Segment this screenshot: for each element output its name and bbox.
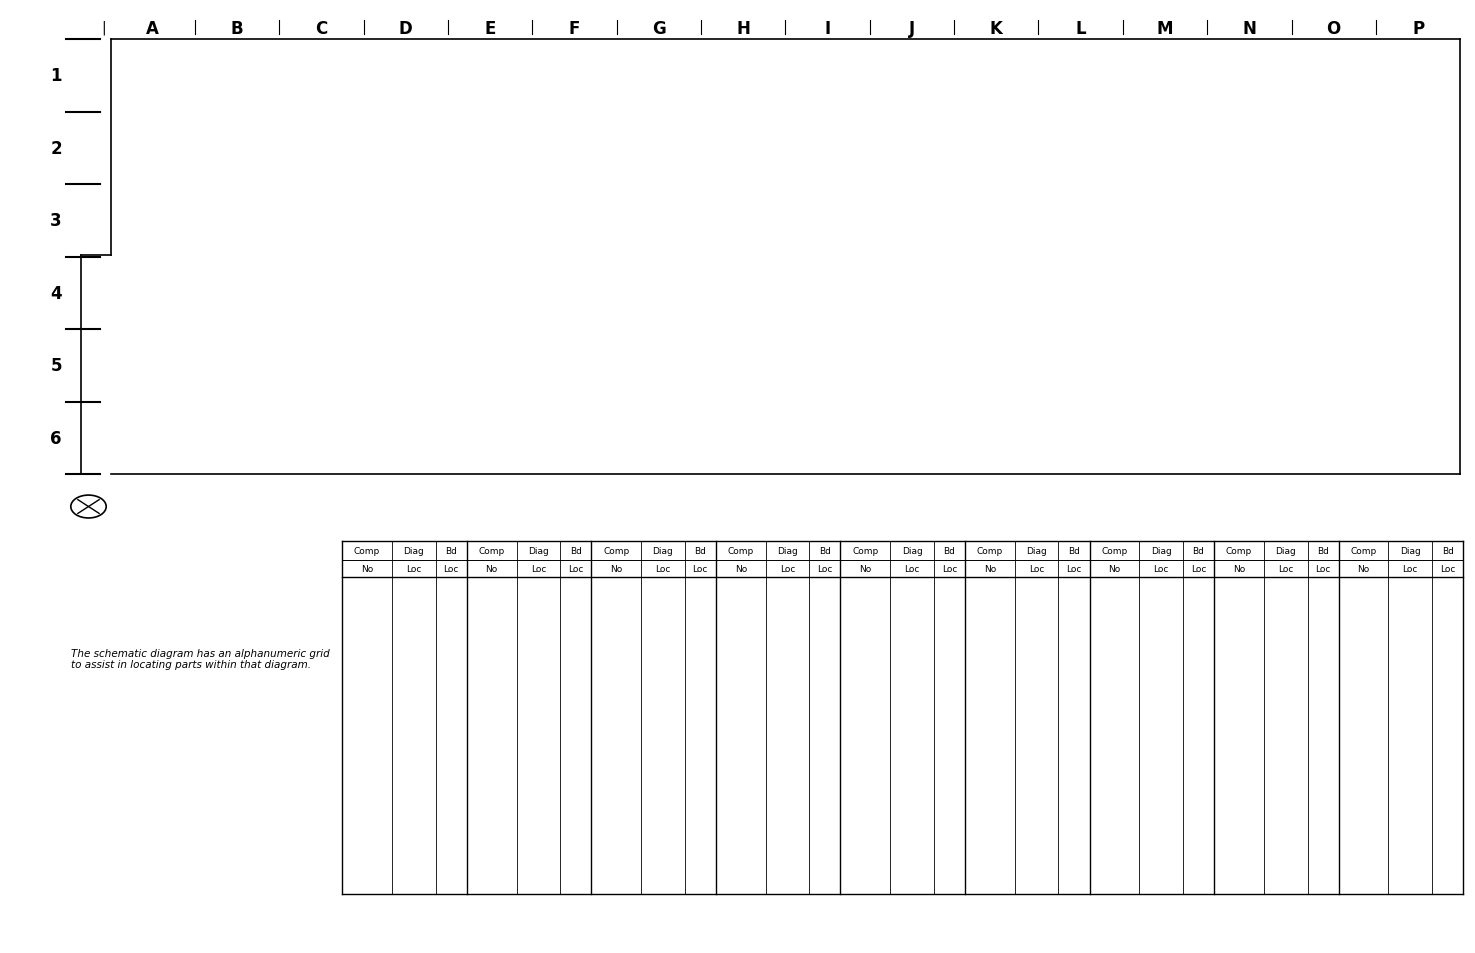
Text: Bd: Bd xyxy=(819,546,830,556)
Text: P: P xyxy=(1412,20,1425,37)
Text: 4: 4 xyxy=(50,285,62,302)
Text: F: F xyxy=(569,20,580,37)
Text: Diag: Diag xyxy=(1150,546,1171,556)
Text: G: G xyxy=(652,20,665,37)
Text: M: M xyxy=(1156,20,1173,37)
Text: Comp: Comp xyxy=(1351,546,1376,556)
Text: The schematic diagram has an alphanumeric grid
to assist in locating parts withi: The schematic diagram has an alphanumeri… xyxy=(71,648,329,670)
Text: Comp: Comp xyxy=(727,546,754,556)
Text: Loc: Loc xyxy=(1403,564,1417,574)
Text: Diag: Diag xyxy=(901,546,922,556)
Text: Diag: Diag xyxy=(777,546,798,556)
Text: D: D xyxy=(398,20,413,37)
Text: Bd: Bd xyxy=(1068,546,1080,556)
Text: Loc: Loc xyxy=(444,564,459,574)
Text: I: I xyxy=(825,20,830,37)
Text: Loc: Loc xyxy=(817,564,832,574)
Text: Diag: Diag xyxy=(1400,546,1420,556)
Text: Bd: Bd xyxy=(1441,546,1453,556)
Text: C: C xyxy=(316,20,327,37)
Text: No: No xyxy=(1108,564,1121,574)
Text: E: E xyxy=(484,20,496,37)
Text: |: | xyxy=(100,20,106,35)
Text: Loc: Loc xyxy=(1190,564,1207,574)
Text: 6: 6 xyxy=(50,430,62,447)
Text: Loc: Loc xyxy=(1153,564,1168,574)
Text: Loc: Loc xyxy=(1066,564,1081,574)
Text: No: No xyxy=(735,564,746,574)
Text: Loc: Loc xyxy=(1030,564,1044,574)
Text: K: K xyxy=(990,20,1003,37)
Text: Loc: Loc xyxy=(780,564,795,574)
Text: Loc: Loc xyxy=(1316,564,1330,574)
Text: No: No xyxy=(984,564,996,574)
Text: No: No xyxy=(361,564,373,574)
Text: No: No xyxy=(611,564,622,574)
Text: Bd: Bd xyxy=(569,546,581,556)
Text: Bd: Bd xyxy=(445,546,457,556)
Text: 1: 1 xyxy=(50,68,62,85)
Text: Comp: Comp xyxy=(1102,546,1127,556)
Text: No: No xyxy=(485,564,497,574)
Text: Loc: Loc xyxy=(531,564,546,574)
Text: N: N xyxy=(1242,20,1257,37)
Text: Loc: Loc xyxy=(693,564,708,574)
Text: O: O xyxy=(1326,20,1341,37)
Text: No: No xyxy=(860,564,872,574)
Text: J: J xyxy=(909,20,914,37)
Text: Diag: Diag xyxy=(404,546,425,556)
Text: A: A xyxy=(146,20,159,37)
Text: Loc: Loc xyxy=(941,564,957,574)
Text: Loc: Loc xyxy=(655,564,671,574)
Text: H: H xyxy=(736,20,751,37)
Text: 2: 2 xyxy=(50,140,62,157)
Text: Diag: Diag xyxy=(1276,546,1297,556)
Text: Comp: Comp xyxy=(976,546,1003,556)
Text: L: L xyxy=(1075,20,1086,37)
Text: Diag: Diag xyxy=(1027,546,1047,556)
Text: Loc: Loc xyxy=(904,564,920,574)
Text: Comp: Comp xyxy=(603,546,630,556)
Text: 3: 3 xyxy=(50,213,62,230)
Text: Loc: Loc xyxy=(568,564,584,574)
Text: 5: 5 xyxy=(50,357,62,375)
Text: Loc: Loc xyxy=(406,564,422,574)
Text: Bd: Bd xyxy=(1193,546,1205,556)
Text: Bd: Bd xyxy=(695,546,707,556)
Text: B: B xyxy=(232,20,243,37)
Text: Loc: Loc xyxy=(1277,564,1294,574)
Text: Comp: Comp xyxy=(853,546,879,556)
Text: Comp: Comp xyxy=(354,546,381,556)
Text: Bd: Bd xyxy=(1317,546,1329,556)
Text: No: No xyxy=(1357,564,1370,574)
Text: Comp: Comp xyxy=(478,546,504,556)
Text: Comp: Comp xyxy=(1226,546,1252,556)
Text: Diag: Diag xyxy=(528,546,549,556)
Text: Diag: Diag xyxy=(652,546,673,556)
Text: Loc: Loc xyxy=(1440,564,1456,574)
Text: No: No xyxy=(1233,564,1245,574)
Text: Bd: Bd xyxy=(944,546,956,556)
